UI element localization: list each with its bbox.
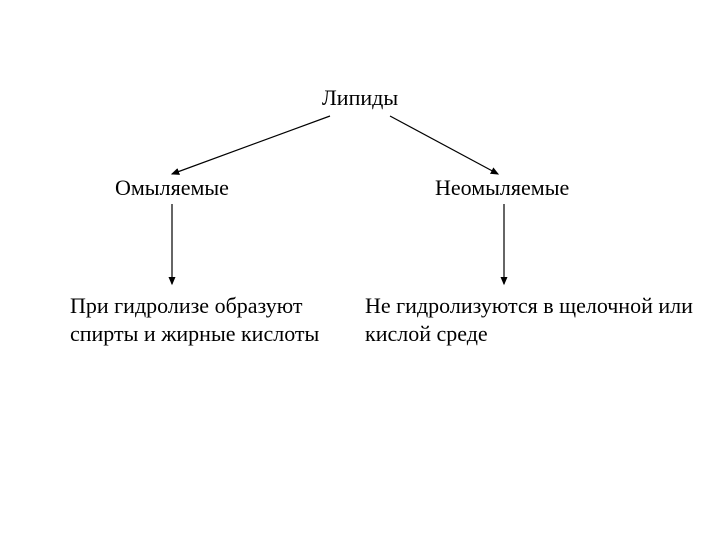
root-to-left-arrow <box>172 116 330 174</box>
connector-arrows <box>0 0 720 540</box>
left-category-label: Омыляемые <box>115 175 229 201</box>
right-category-label: Неомыляемые <box>435 175 569 201</box>
lipids-tree-diagram: Липиды Омыляемые Неомыляемые При гидроли… <box>0 0 720 540</box>
left-description-text: При гидролизе образуют спирты и жирные к… <box>70 292 350 347</box>
root-to-right-arrow <box>390 116 498 174</box>
right-description-text: Не гидролизуются в щелочной или кислой с… <box>365 292 695 347</box>
root-node-label: Липиды <box>322 85 398 111</box>
